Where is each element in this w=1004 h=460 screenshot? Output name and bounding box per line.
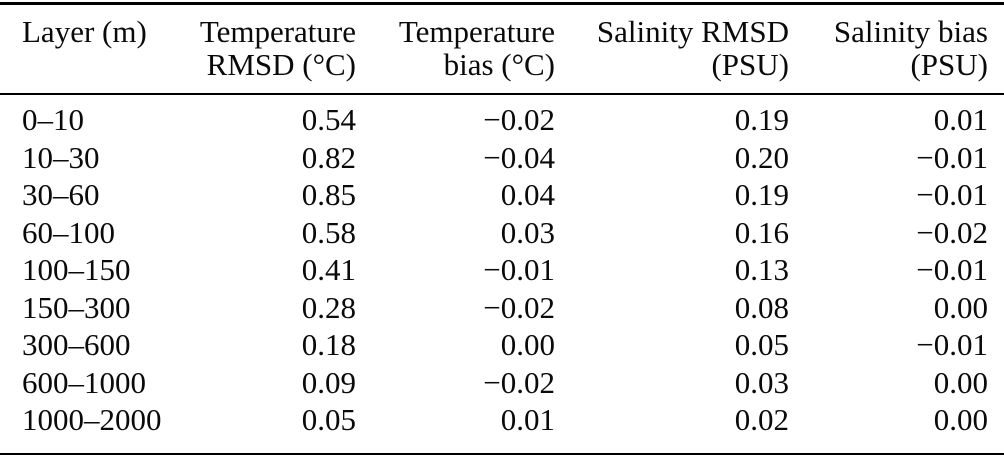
salinity-rmsd-cell: 0.02: [734, 402, 789, 437]
temperature-rmsd-cell: 0.82: [301, 139, 356, 175]
temperature-bias-cell: 0.01: [500, 402, 555, 437]
salinity-rmsd-cell: 0.03: [734, 364, 789, 400]
temperature-rmsd-cell: 0.54: [301, 102, 356, 137]
layer-cell: 300–600: [22, 327, 131, 362]
header-line-1: Layer (m): [22, 14, 147, 49]
salinity-rmsd-cell: 0.16: [734, 214, 789, 250]
temperature-bias-cell: 0.03: [500, 214, 555, 250]
temperature-rmsd-cell: 0.18: [301, 327, 356, 362]
header-line-2: bias (°C): [443, 47, 555, 82]
temperature-rmsd-cell: 0.85: [301, 177, 356, 212]
column-header-salinity-rmsd: Salinity RMSD (PSU): [555, 3, 789, 95]
temperature-bias-cell: 0.00: [500, 327, 555, 362]
temperature-rmsd-cell: 0.09: [301, 364, 356, 400]
salinity-rmsd-cell: 0.05: [734, 327, 789, 362]
salinity-bias-cell: 0.01: [933, 102, 988, 137]
header-line-2: (PSU): [711, 47, 789, 82]
temperature-bias-cell: −0.02: [483, 102, 555, 137]
table-row: 60–100 0.58 0.03 0.16 −0.02: [0, 214, 1004, 252]
temperature-bias-cell: −0.01: [483, 252, 555, 287]
table-row: 100–150 0.41 −0.01 0.13 −0.01: [0, 251, 1004, 289]
layer-cell: 600–1000: [22, 364, 146, 400]
header-line-1: Temperature: [398, 14, 555, 49]
temperature-rmsd-cell: 0.05: [301, 402, 356, 437]
salinity-rmsd-cell: 0.19: [734, 177, 789, 212]
salinity-bias-cell: −0.01: [916, 177, 988, 212]
layer-cell: 30–60: [22, 177, 100, 212]
temperature-rmsd-cell: 0.41: [301, 252, 356, 287]
table-row: 0–10 0.54 −0.02 0.19 0.01: [0, 94, 1004, 139]
column-header-temperature-rmsd: Temperature RMSD (°C): [180, 3, 356, 95]
column-header-layer: Layer (m): [0, 3, 180, 95]
layer-cell: 10–30: [22, 139, 100, 175]
table-row: 30–60 0.85 0.04 0.19 −0.01: [0, 176, 1004, 214]
salinity-bias-cell: −0.01: [916, 139, 988, 175]
layer-cell: 60–100: [22, 214, 115, 250]
header-line-1: Temperature: [199, 14, 356, 49]
table-row: 150–300 0.28 −0.02 0.08 0.00: [0, 289, 1004, 327]
table-row: 600–1000 0.09 −0.02 0.03 0.00: [0, 364, 1004, 402]
column-header-temperature-bias: Temperature bias (°C): [356, 3, 555, 95]
temperature-rmsd-cell: 0.28: [301, 289, 356, 325]
temperature-rmsd-cell: 0.58: [301, 214, 356, 250]
layer-cell: 1000–2000: [22, 402, 162, 437]
salinity-bias-cell: 0.00: [933, 364, 988, 400]
header-line-2: (PSU): [910, 47, 988, 82]
column-header-salinity-bias: Salinity bias (PSU): [789, 3, 1004, 95]
layer-cell: 0–10: [22, 102, 84, 137]
salinity-rmsd-cell: 0.20: [734, 139, 789, 175]
layer-cell: 150–300: [22, 289, 131, 325]
header-line-1: Salinity RMSD: [596, 14, 789, 49]
header-row: Layer (m) Temperature RMSD (°C) Temperat…: [0, 3, 1004, 95]
layer-cell: 100–150: [22, 252, 131, 287]
salinity-rmsd-cell: 0.19: [734, 102, 789, 137]
salinity-bias-cell: 0.00: [933, 289, 988, 325]
header-line-1: Salinity bias: [833, 14, 988, 49]
salinity-rmsd-cell: 0.08: [734, 289, 789, 325]
temperature-bias-cell: −0.04: [483, 139, 555, 175]
table-row: 300–600 0.18 0.00 0.05 −0.01: [0, 326, 1004, 364]
table-row: 10–30 0.82 −0.04 0.20 −0.01: [0, 139, 1004, 177]
salinity-bias-cell: −0.01: [916, 327, 988, 362]
salinity-bias-cell: −0.02: [916, 214, 988, 250]
salinity-bias-cell: −0.01: [916, 252, 988, 287]
temperature-bias-cell: −0.02: [483, 364, 555, 400]
temperature-bias-cell: 0.04: [500, 177, 555, 212]
temperature-bias-cell: −0.02: [483, 289, 555, 325]
salinity-rmsd-cell: 0.13: [734, 252, 789, 287]
header-line-2: RMSD (°C): [206, 47, 356, 82]
table-row: 1000–2000 0.05 0.01 0.02 0.00: [0, 401, 1004, 454]
salinity-bias-cell: 0.00: [933, 402, 988, 437]
